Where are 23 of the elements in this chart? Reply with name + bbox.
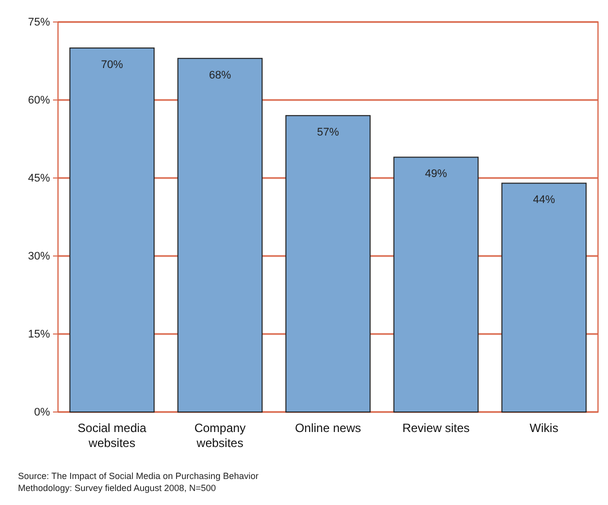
x-tick-label: Company websites: [194, 421, 246, 450]
x-tick-label: Online news: [294, 421, 362, 435]
bar: [69, 48, 155, 412]
data-label: 57%: [316, 126, 340, 139]
y-tick-label: 45%: [28, 172, 50, 185]
x-tick-label: Review sites: [402, 421, 470, 435]
data-label: 68%: [208, 69, 232, 82]
y-tick-label: 0%: [34, 406, 50, 419]
x-tick-label: Social media websites: [78, 421, 147, 450]
bar: [285, 115, 371, 412]
text: Methodology: Survey fielded August 2008, N=500: [18, 483, 216, 493]
y-tick-label: 60%: [28, 94, 50, 107]
bar: [393, 156, 479, 412]
data-label: 70%: [100, 59, 124, 71]
bar: [177, 58, 263, 412]
y-tick-label: 30%: [28, 250, 50, 263]
bar: [501, 182, 587, 412]
data-label: 49%: [424, 168, 448, 180]
data-label: 44%: [532, 194, 556, 206]
x-tick-label: Wikis: [530, 421, 558, 435]
source-note: Source: The Impact of Social Media on Purchasing Behavior: [18, 471, 258, 481]
y-tick-label: 75%: [28, 16, 50, 29]
y-tick-label: 15%: [28, 328, 50, 341]
